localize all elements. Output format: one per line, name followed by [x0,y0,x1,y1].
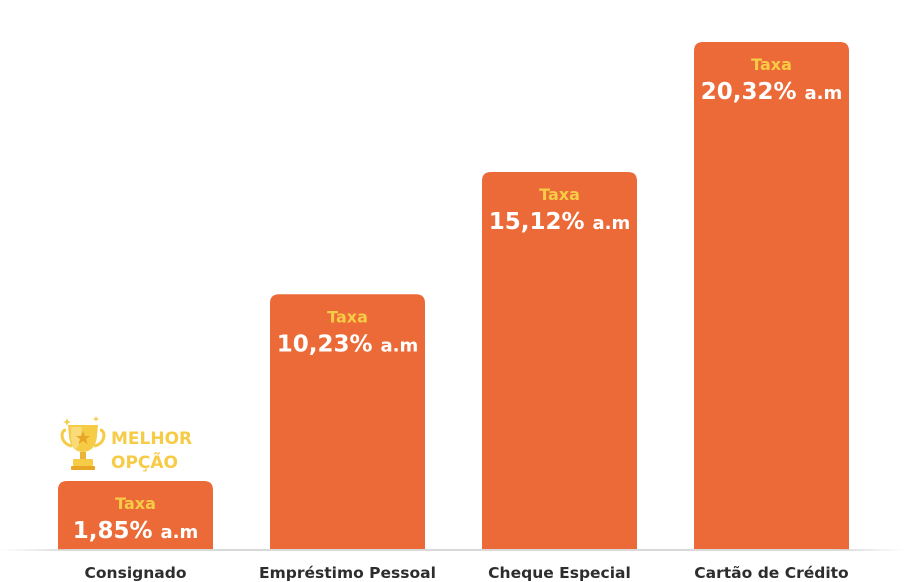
best-option-line1: MELHOR [111,429,192,449]
bar-value-unit-4: a.m [805,83,843,104]
bar-value-unit-3: a.m [593,213,631,234]
category-label-1: Consignado [85,564,187,582]
bar-value-label-3: 15,12% a.m [489,209,631,235]
bar-value-label-1: 1,85% a.m [73,518,199,544]
x-axis-baseline [0,549,907,551]
bar-caption-1: Taxa [115,494,156,513]
bar-4 [694,42,849,550]
bars-group: Taxa 1,85% a.m Taxa 10,23% a.m Taxa 15,12% a.… [58,42,849,550]
bar-value-number-1: 1,85% [73,518,161,544]
bar-value-number-4: 20,32% [701,79,805,105]
best-option-badge: MELHOR OPÇÃO [60,416,192,473]
category-label-2: Empréstimo Pessoal [259,564,436,582]
bar-caption-2: Taxa [327,307,368,326]
bar-value-label-4: 20,32% a.m [701,79,843,105]
bar-value-number-3: 15,12% [489,209,593,235]
bar-value-unit-1: a.m [161,522,199,543]
category-label-3: Cheque Especial [488,564,631,582]
category-labels-group: Consignado Empréstimo Pessoal Cheque Espec… [85,564,849,582]
category-label-4: Cartão de Crédito [694,564,848,582]
bar-value-label-2: 10,23% a.m [277,331,419,357]
bar-value-number-2: 10,23% [277,331,381,357]
trophy-icon [60,416,106,470]
bar-caption-4: Taxa [751,55,792,74]
bar-1 [58,481,213,550]
bar-value-unit-2: a.m [381,335,419,356]
best-option-line2: OPÇÃO [111,450,178,473]
bar-2 [270,294,425,550]
bar-caption-3: Taxa [539,185,580,204]
bar-3 [482,172,637,550]
